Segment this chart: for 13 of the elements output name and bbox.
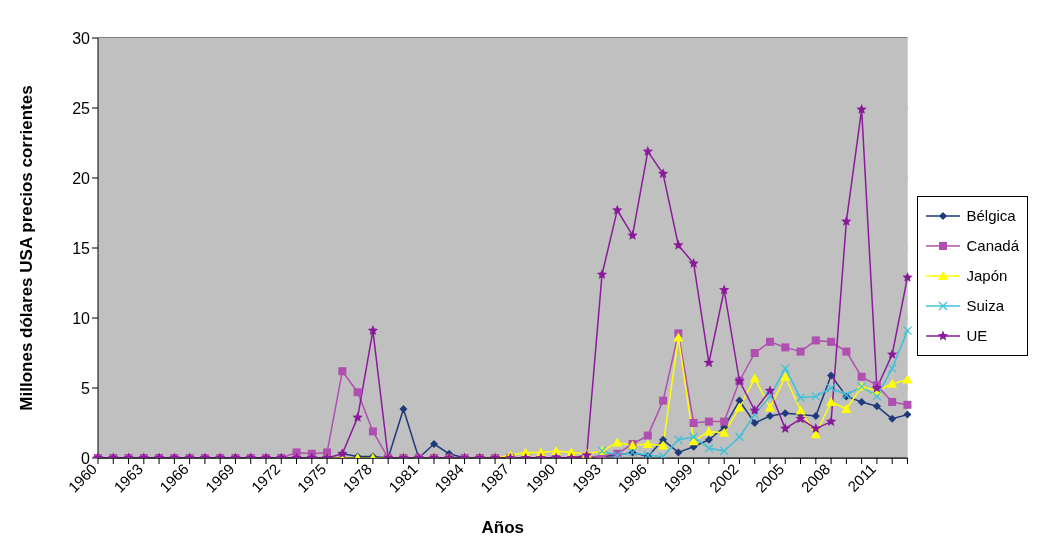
y-tick-label: 15: [72, 239, 91, 257]
y-tick-label: 25: [72, 99, 91, 117]
legend-label: Canadá: [966, 237, 1019, 254]
legend-label: Bélgica: [966, 207, 1016, 224]
x-axis-title: Años: [481, 518, 524, 537]
legend-label: UE: [966, 327, 988, 344]
y-tick-label: 5: [81, 379, 91, 397]
y-tick-label: 10: [72, 309, 91, 327]
legend-label: Japón: [966, 267, 1008, 284]
y-axis-title: Millones dólares USA precios corrientes: [17, 85, 37, 411]
y-tick-label: 20: [72, 169, 91, 187]
legend-label: Suiza: [966, 297, 1004, 314]
y-tick-label: 30: [72, 29, 91, 47]
